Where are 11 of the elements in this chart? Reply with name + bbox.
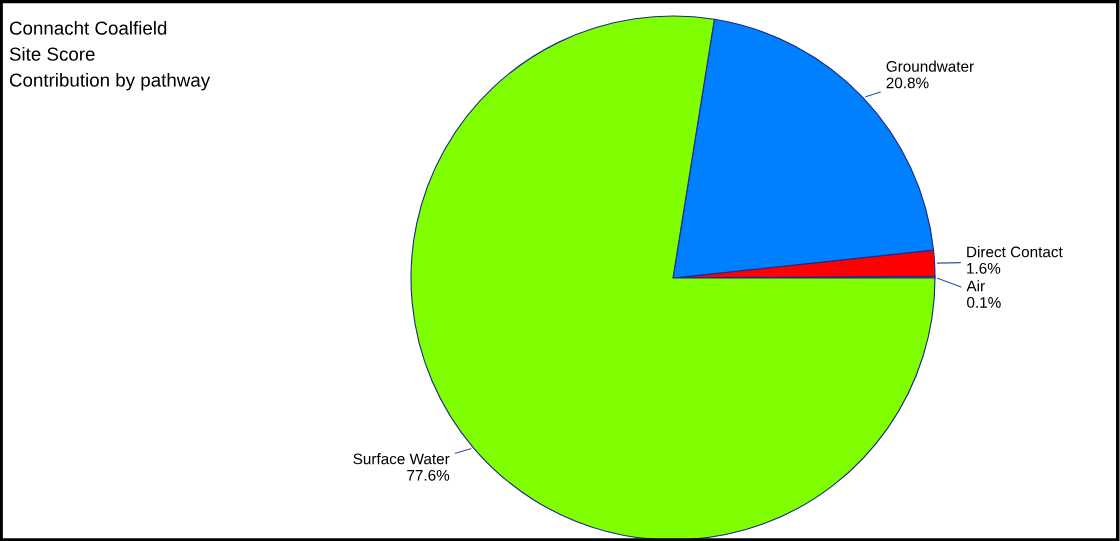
slice-label: Air	[966, 280, 985, 292]
data-label: 1.6%	[967, 262, 1001, 274]
data-label: 77.6%	[407, 469, 450, 481]
slice-label: Surface Water	[353, 453, 450, 465]
slice-label: Direct Contact	[967, 246, 1063, 258]
data-label: 0.1%	[967, 297, 1001, 308]
text: Contribution by pathway	[9, 72, 211, 91]
text: Connacht Coalfield	[9, 21, 167, 35]
slice-label: Groundwater	[886, 60, 974, 72]
text: Site Score	[9, 46, 95, 61]
data-label: 20.8%	[886, 77, 929, 89]
